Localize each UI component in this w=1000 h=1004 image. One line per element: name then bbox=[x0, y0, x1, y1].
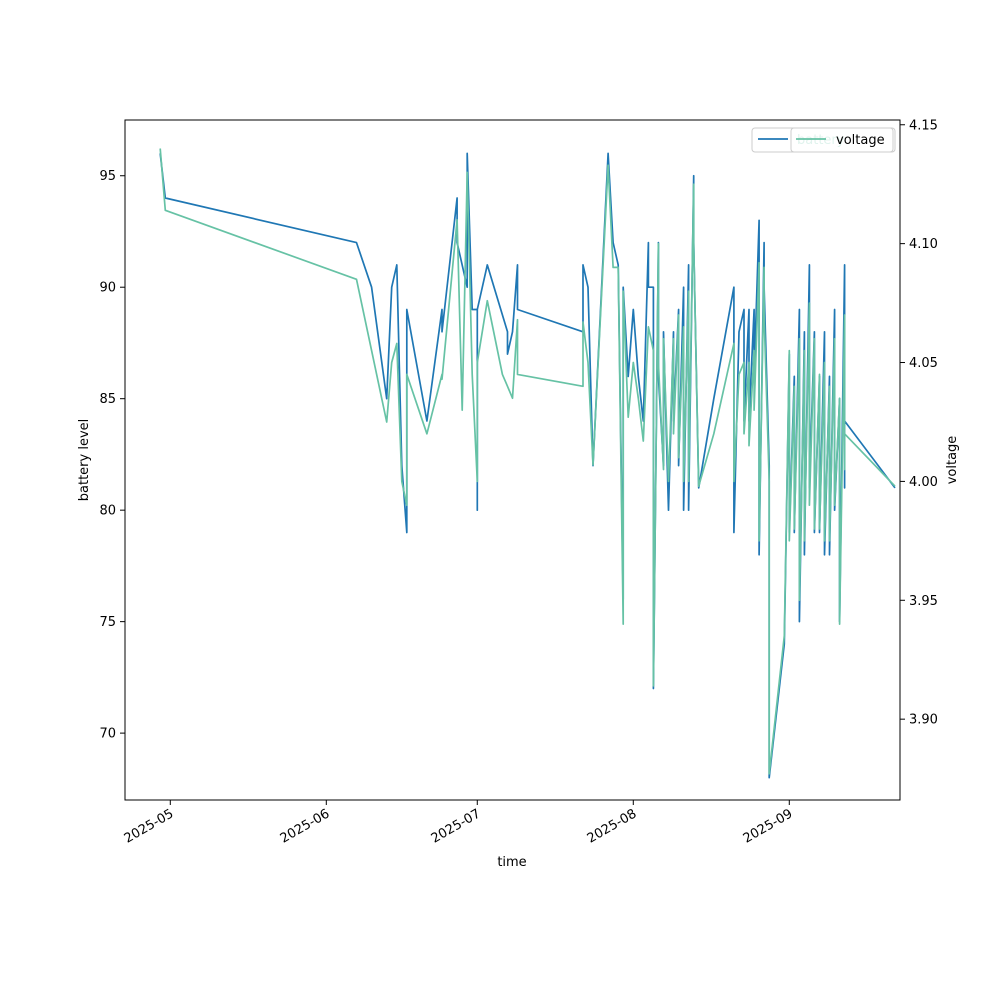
plot-area bbox=[159, 148, 896, 779]
x-tick-label: 2025-09 bbox=[741, 806, 796, 846]
y2-tick-label: 4.05 bbox=[909, 356, 938, 371]
x-tick-label: 2025-06 bbox=[278, 806, 333, 846]
y2-tick-label: 4.00 bbox=[909, 475, 938, 490]
axes: 2025-05 2025-06 2025-07 2025-08 2025-09 70 75 8… bbox=[99, 118, 938, 846]
y-tick-label: 85 bbox=[99, 392, 116, 407]
x-tick-label: 2025-08 bbox=[585, 806, 640, 846]
y-tick-label: 70 bbox=[99, 727, 116, 742]
y-tick-label: 75 bbox=[99, 615, 116, 630]
y-tick-label: 95 bbox=[99, 169, 116, 184]
x-tick-label: 2025-07 bbox=[429, 806, 484, 846]
legend: batteryvoltage bbox=[751, 127, 896, 153]
x-tick-label: 2025-05 bbox=[122, 806, 177, 846]
x-axis-label: time bbox=[497, 855, 526, 870]
y2-tick-label: 4.10 bbox=[909, 237, 938, 252]
y-tick-label: 80 bbox=[99, 504, 116, 519]
battery-series-line bbox=[159, 152, 896, 779]
legend-label-voltage: voltage bbox=[836, 133, 885, 148]
y-axis-label: battery level bbox=[77, 419, 92, 502]
y2-tick-label: 3.90 bbox=[909, 713, 938, 728]
legend-box-voltage bbox=[790, 127, 894, 153]
y-tick-label: 90 bbox=[99, 281, 116, 296]
voltage-series-line bbox=[159, 148, 896, 775]
y2-tick-label: 3.95 bbox=[909, 594, 938, 609]
y2-tick-label: 4.15 bbox=[909, 118, 938, 133]
y2-axis-label: voltage bbox=[945, 436, 960, 485]
plot-frame bbox=[124, 119, 901, 801]
